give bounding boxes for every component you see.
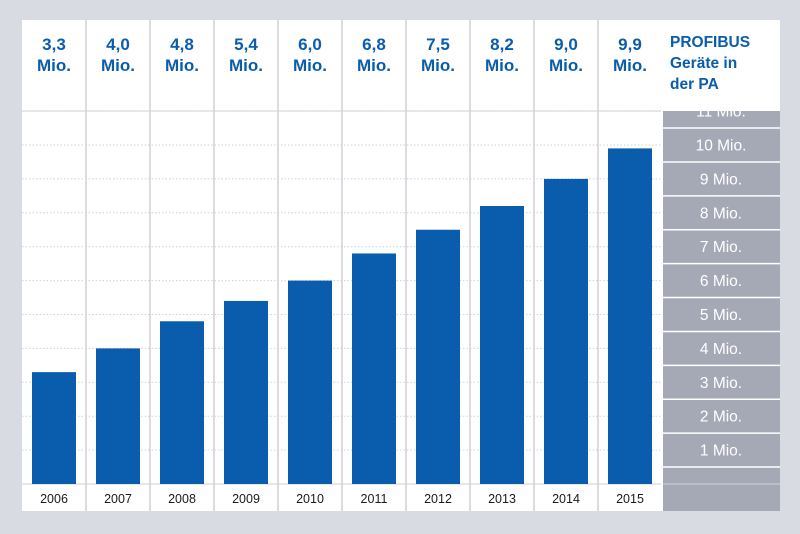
bar-2011 [352,253,396,484]
legend-line: der PA [670,76,719,93]
value-label-2013: 8,2 [490,35,514,54]
value-unit-2014: Mio. [549,56,583,75]
bar-2015 [608,148,652,484]
bar-chart: 3,3 Mio. 2006 4,0 Mio. 2007 4,8 Mio. 2008 5,4 Mio.… [22,20,780,511]
bar-2008 [160,321,204,484]
year-label-2006: 2006 [40,492,68,506]
bar-2007 [96,348,140,484]
year-label-2011: 2011 [361,492,388,506]
legend-box [662,20,780,111]
legend-line: Geräte in [670,55,737,72]
legend-line: PROFIBUS [670,34,750,51]
value-label-2012: 7,5 [426,35,450,54]
y-tick-label: 2 Mio. [700,409,742,426]
bar-2006 [32,372,76,484]
chart-frame: 3,3 Mio. 2006 4,0 Mio. 2007 4,8 Mio. 2008 5,4 Mio.… [22,20,780,511]
bar-2014 [544,178,588,484]
year-label-2013: 2013 [488,492,516,506]
value-unit-2010: Mio. [293,56,327,75]
value-unit-2009: Mio. [229,56,263,75]
year-label-2010: 2010 [296,492,324,506]
year-label-2007: 2007 [104,492,132,506]
value-label-2008: 4,8 [170,35,194,54]
value-label-2011: 6,8 [362,35,386,54]
y-tick-label: 4 Mio. [700,341,742,358]
y-tick-label: 9 Mio. [700,171,742,188]
y-tick-label: 7 Mio. [700,239,742,256]
bar-2010 [288,280,332,484]
year-label-2015: 2015 [616,492,644,506]
value-unit-2008: Mio. [165,56,199,75]
y-tick-label: 6 Mio. [700,273,742,290]
value-unit-2007: Mio. [101,56,135,75]
y-tick-label: 5 Mio. [700,307,742,324]
value-label-2014: 9,0 [554,35,578,54]
bar-2009 [224,300,268,484]
y-tick-label: 11 Mio. [696,104,746,121]
value-unit-2013: Mio. [485,56,519,75]
y-tick-label: 8 Mio. [700,205,742,222]
year-label-2014: 2014 [552,492,580,506]
year-label-2008: 2008 [168,492,196,506]
value-unit-2015: Mio. [613,56,647,75]
year-label-2012: 2012 [424,492,452,506]
year-label-2009: 2009 [232,492,260,506]
y-tick-label: 3 Mio. [700,375,742,392]
value-label-2006: 3,3 [42,35,66,54]
value-label-2009: 5,4 [234,35,258,54]
bar-2012 [416,229,460,484]
value-label-2007: 4,0 [106,35,130,54]
value-label-2010: 6,0 [298,35,322,54]
value-unit-2006: Mio. [37,56,71,75]
y-tick-label: 1 Mio. [700,443,742,460]
value-label-2015: 9,9 [618,35,642,54]
value-unit-2012: Mio. [421,56,455,75]
bar-2013 [480,206,524,484]
y-tick-label: 10 Mio. [696,138,747,155]
value-unit-2011: Mio. [357,56,391,75]
